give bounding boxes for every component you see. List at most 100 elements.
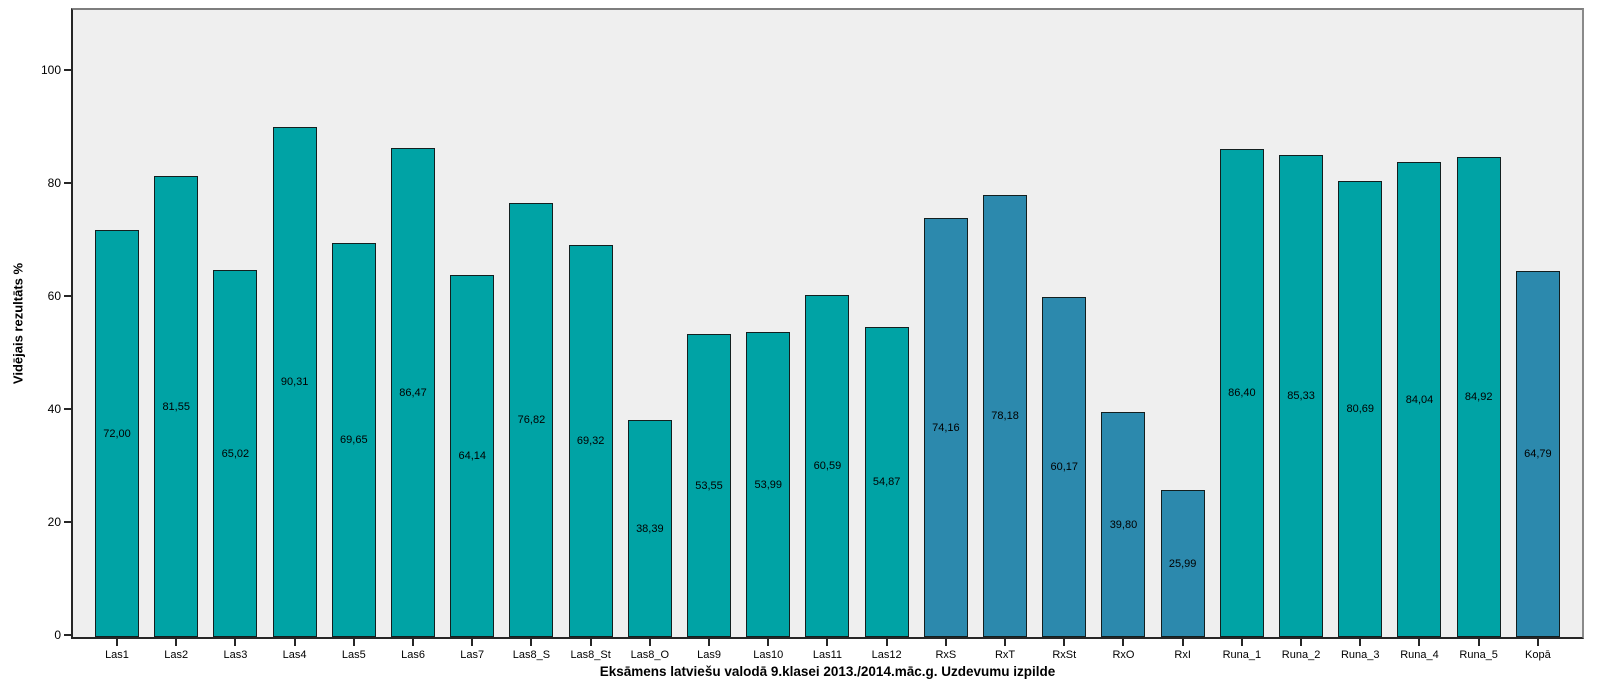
bar-value-label-Las4: 90,31 [280, 376, 309, 388]
y-axis-title: Vidējais rezultāts % [10, 262, 26, 385]
bar-Las6: 86,47 [391, 148, 436, 637]
y-tick-100: 100 [41, 63, 71, 77]
x-cell-Runa_2: Runa_2 [1279, 639, 1323, 661]
x-tick-mark [885, 639, 888, 646]
x-cell-Las10: Las10 [746, 639, 790, 661]
bar-value-label-Las8_O: 38,39 [636, 522, 664, 535]
x-cell-Las11: Las11 [805, 639, 849, 661]
bar-Las3: 65,02 [213, 270, 258, 637]
x-tick-mark [1359, 639, 1362, 646]
bar-Las7: 64,14 [450, 275, 495, 637]
x-tick-mark [471, 639, 474, 646]
x-tick-mark [352, 639, 355, 646]
y-tick-mark [64, 521, 71, 523]
bar-value-label-RxT: 78,18 [991, 410, 1019, 422]
x-cell-RxT: RxT [983, 639, 1027, 661]
x-tick-mark [767, 639, 770, 646]
y-tick-mark [64, 634, 71, 636]
x-tick-label-RxS: RxS [935, 649, 957, 661]
bar-Las8_O: 38,39 [627, 420, 672, 637]
x-cell-RxI: RxI [1161, 639, 1205, 661]
bar-Las8_S: 76,82 [509, 203, 554, 637]
bar-value-label-RxS: 74,16 [932, 421, 960, 434]
x-tick-label-Las8_O: Las8_O [630, 649, 670, 661]
bar-RxT: 78,18 [983, 195, 1028, 637]
y-tick-label: 100 [40, 63, 61, 77]
bar-Runa_1: 86,40 [1219, 149, 1264, 637]
bar-Las5: 69,65 [331, 243, 376, 637]
bar-value-label-RxSt: 60,17 [1050, 461, 1079, 473]
x-cell-Las4: Las4 [273, 639, 317, 661]
bar-value-label-Runa_2: 85,33 [1287, 390, 1315, 402]
x-tick-mark [1418, 639, 1421, 646]
bar-value-label-Las1: 72,00 [103, 427, 131, 440]
bar-Las4: 90,31 [272, 127, 317, 637]
bar-Las12: 54,87 [864, 327, 909, 637]
x-tick-label-Runa_5: Runa_5 [1459, 649, 1498, 661]
bar-Las9: 53,55 [687, 334, 732, 637]
x-tick-mark [589, 639, 592, 646]
bar-value-label-Runa_5: 84,92 [1464, 391, 1493, 403]
bar-Las10: 53,99 [746, 332, 791, 637]
y-tick-mark [64, 408, 71, 410]
bar-value-label-Runa_4: 84,04 [1405, 393, 1434, 406]
y-tick-mark [64, 182, 71, 184]
x-tick-mark [116, 639, 118, 646]
x-tick-label-Runa_4: Runa_4 [1400, 649, 1439, 661]
x-tick-mark [293, 639, 296, 646]
y-tick-80: 80 [48, 176, 71, 190]
bar-Runa_2: 85,33 [1279, 155, 1324, 637]
x-tick-mark [1477, 639, 1480, 646]
x-tick-mark [1181, 639, 1184, 646]
bar-value-label-Las9: 53,55 [695, 479, 723, 492]
x-tick-mark [1122, 639, 1125, 646]
x-tick-mark [1063, 639, 1066, 646]
x-cell-RxO: RxO [1101, 639, 1145, 661]
bar-Las2: 81,55 [154, 176, 199, 637]
bar-value-label-Las6: 86,47 [399, 386, 427, 399]
bar-RxS: 74,16 [923, 218, 968, 637]
y-tick-0: 0 [54, 628, 71, 642]
bar-RxO: 39,80 [1101, 412, 1146, 637]
x-cell-Las2: Las2 [154, 639, 198, 661]
bar-RxI: 25,99 [1160, 490, 1205, 637]
x-tick-label-Runa_2: Runa_2 [1281, 649, 1321, 661]
bar-value-label-Kopā: 64,79 [1524, 448, 1552, 460]
x-tick-mark [1240, 639, 1243, 646]
x-tick-mark [1300, 639, 1303, 646]
x-cell-Kopā: Kopā [1516, 639, 1560, 661]
y-tick-20: 20 [48, 515, 71, 529]
x-cell-Las6: Las6 [391, 639, 435, 661]
x-tick-mark [234, 639, 237, 646]
x-tick-mark [530, 639, 533, 646]
x-tick-mark [175, 639, 178, 646]
x-cell-Las8_St: Las8_St [569, 639, 613, 661]
bars-layer: 72,00 81,55 65,02 90,31 69,65 86,47 64,14 76,82… [73, 10, 1582, 637]
x-cell-Las1: Las1 [95, 639, 139, 661]
bar-Kopā: 64,79 [1515, 271, 1560, 637]
x-tick-mark [1004, 639, 1007, 646]
x-tick-label-Las9: Las9 [697, 649, 721, 661]
y-tick-mark [64, 295, 71, 297]
x-tick-mark [944, 639, 947, 646]
x-tick-label-RxT: RxT [994, 649, 1016, 661]
x-tick-label-Las1: Las1 [105, 649, 129, 661]
bar-value-label-Las10: 53,99 [754, 478, 782, 491]
y-tick-40: 40 [48, 402, 71, 416]
x-cell-Runa_4: Runa_4 [1397, 639, 1441, 661]
x-tick-label-Las12: Las12 [871, 649, 902, 661]
x-cell-RxSt: RxSt [1042, 639, 1086, 661]
x-cell-Las5: Las5 [332, 639, 376, 661]
x-cell-Las8_O: Las8_O [628, 639, 672, 661]
bar-value-label-Runa_1: 86,40 [1228, 387, 1256, 399]
x-tick-label-Las8_St: Las8_St [570, 649, 611, 661]
x-cell-Las7: Las7 [450, 639, 494, 661]
bar-RxSt: 60,17 [1042, 297, 1087, 637]
x-cell-Runa_3: Runa_3 [1338, 639, 1382, 661]
plot-area: 72,00 81,55 65,02 90,31 69,65 86,47 64,14 76,82… [71, 8, 1584, 639]
bar-value-label-Las5: 69,65 [340, 434, 368, 446]
x-tick-label-Kopā: Kopā [1525, 649, 1551, 661]
bar-Runa_4: 84,04 [1397, 162, 1442, 637]
x-cell-Runa_5: Runa_5 [1457, 639, 1501, 661]
x-tick-label-Las3: Las3 [223, 649, 248, 661]
